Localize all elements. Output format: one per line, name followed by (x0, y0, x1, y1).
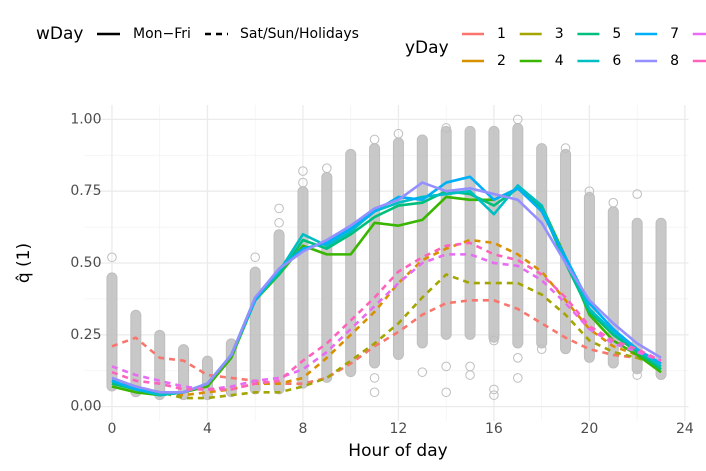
outlier-point (250, 252, 260, 263)
observation-range (321, 171, 333, 383)
outlier-point (489, 390, 499, 400)
outlier-point (417, 367, 428, 377)
outlier-point (489, 384, 499, 395)
legend-label: Mon−Fri (133, 26, 191, 42)
outlier-point (322, 163, 332, 173)
y-tick-label: 0.75 (70, 183, 101, 199)
y-tick-label: 1.00 (70, 111, 101, 127)
outlier-point (298, 166, 308, 176)
outlier-point (489, 335, 499, 346)
legend-label: 5 (612, 26, 621, 42)
observation-range (488, 125, 500, 343)
y-tick-label: 0.50 (70, 255, 101, 271)
outlier-point (513, 373, 523, 383)
legend-label: 7 (670, 26, 679, 42)
legend-label: 1 (497, 26, 506, 42)
series-line (111, 253, 662, 391)
legend-label: 4 (555, 53, 564, 69)
observation-range (249, 266, 261, 395)
outlier-point (608, 197, 619, 208)
outlier-point (274, 203, 284, 214)
x-tick-label: 4 (203, 421, 212, 437)
series-line (111, 241, 662, 391)
series-line (111, 299, 662, 385)
observation-range (273, 229, 285, 395)
observation-range (440, 125, 452, 340)
y-tick-label: 0.25 (70, 327, 101, 343)
observation-range (130, 309, 142, 398)
x-tick-label: 8 (298, 421, 307, 437)
outlier-point (298, 177, 308, 188)
y-tick-label: 0.00 (70, 399, 101, 415)
linetype-legend-title: wDay (36, 24, 83, 44)
x-tick-label: 12 (390, 421, 408, 437)
observation-range (631, 217, 643, 375)
x-tick-label: 20 (581, 421, 599, 437)
observation-range (106, 272, 118, 392)
outlier-point (369, 387, 380, 398)
x-tick-label: 24 (676, 421, 694, 437)
series-line (111, 238, 662, 397)
outlier-point (369, 373, 380, 383)
x-tick-label: 16 (485, 421, 503, 437)
observation-range (536, 143, 548, 349)
color-legend-title: yDay (405, 38, 449, 58)
outlier-point (584, 186, 595, 196)
outlier-point (107, 252, 117, 263)
series-line (111, 273, 662, 400)
observation-range (369, 143, 381, 369)
legend-label: 2 (497, 53, 506, 69)
outlier-point (560, 143, 571, 153)
outlier-point (393, 128, 404, 139)
outlier-point (513, 353, 523, 363)
observation-range (392, 137, 404, 360)
observation-range (345, 148, 357, 378)
observation-range (416, 134, 428, 349)
x-axis-title: Hour of day (348, 441, 447, 461)
outlier-point (441, 361, 451, 372)
observation-range (297, 186, 309, 389)
outlier-point (441, 387, 451, 398)
outlier-point (465, 361, 475, 372)
observation-range (583, 191, 595, 363)
legend-label: 8 (670, 53, 679, 69)
outlier-point (465, 370, 475, 380)
observation-range (655, 217, 667, 381)
y-axis-title: q̂ (1) (14, 243, 34, 283)
legend-label: 3 (555, 26, 564, 42)
legend-label: Sat/Sun/Holidays (240, 26, 359, 42)
outlier-point (632, 370, 642, 380)
outlier-point (369, 134, 380, 145)
outlier-point (513, 114, 523, 125)
legend-label: 6 (612, 53, 621, 69)
x-tick-label: 0 (107, 421, 116, 437)
outlier-point (536, 344, 547, 354)
series-line (111, 187, 662, 397)
series-line (111, 181, 662, 394)
observation-range (464, 125, 476, 340)
outlier-point (632, 189, 642, 199)
observation-range (154, 329, 166, 401)
observation-range (512, 122, 524, 349)
outlier-point (441, 123, 451, 133)
outlier-point (274, 217, 284, 228)
